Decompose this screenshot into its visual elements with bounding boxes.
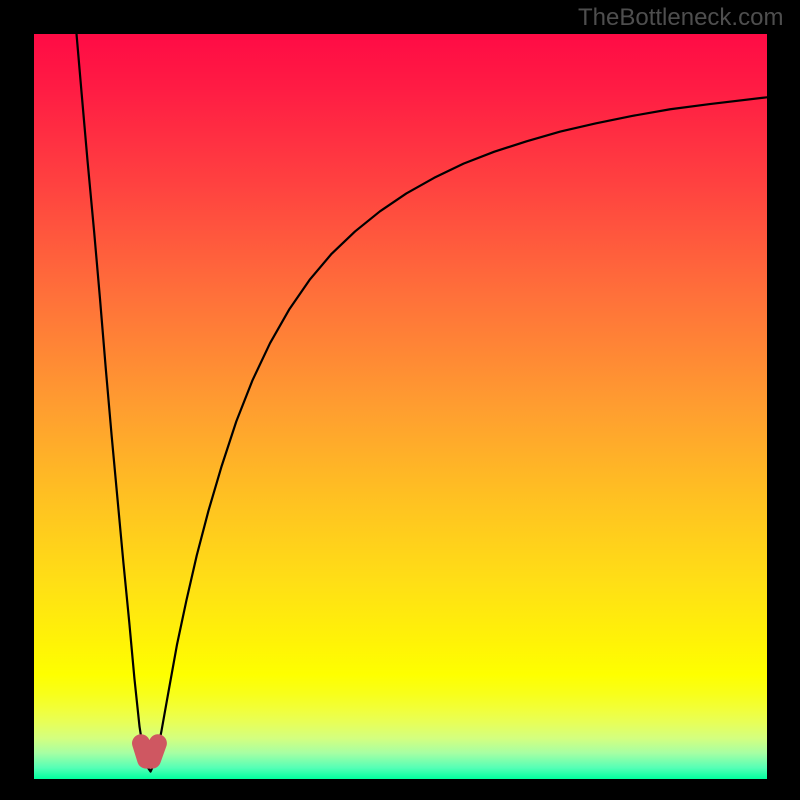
- chart-stage: TheBottleneck.com: [0, 0, 800, 800]
- bottleneck-curve: [77, 34, 767, 772]
- curve-layer: [34, 34, 767, 779]
- plot-area: [34, 34, 767, 779]
- marker-u-shape: [141, 743, 158, 759]
- watermark-text: TheBottleneck.com: [578, 4, 783, 32]
